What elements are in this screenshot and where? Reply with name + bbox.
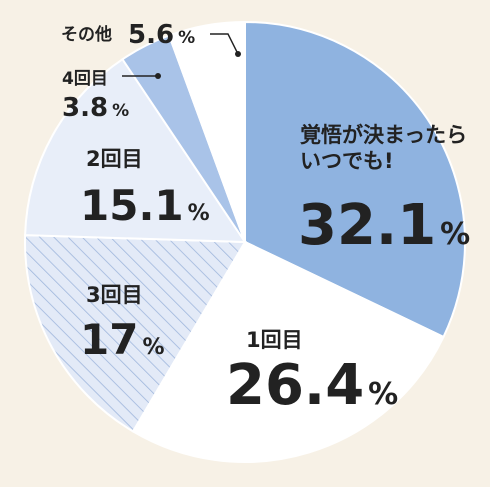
slice-unit: % <box>368 377 398 412</box>
slice-name: その他 <box>61 24 112 45</box>
slice-name: 2回目 <box>86 147 143 171</box>
pie-slice-1 <box>244 20 466 339</box>
slice-value: 3.8% <box>62 93 129 123</box>
slice-unit: % <box>178 28 195 48</box>
pie-slice-4 <box>24 57 247 244</box>
slice-unit: % <box>440 217 470 252</box>
slice-name: 1回目 <box>246 328 303 352</box>
slice-name: 3回目 <box>86 283 143 307</box>
pie-slice-2 <box>131 240 445 463</box>
slice-name: 覚悟が決まったら <box>300 123 467 147</box>
pie-slice-3 <box>24 234 247 433</box>
slice-unit: % <box>188 201 210 226</box>
leader-line-other-dot <box>235 51 241 57</box>
slice-name: いつでも! <box>300 149 394 173</box>
pie-slice-6 <box>167 20 246 243</box>
slice-unit: % <box>142 335 164 360</box>
leader-line-other <box>210 33 239 55</box>
slice-label-6: その他 5.6% <box>61 20 195 50</box>
slice-name: 4回目 <box>62 69 108 89</box>
slice-label-5: 4回目 3.8% <box>62 69 129 123</box>
slice-value: 5.6% <box>128 20 195 50</box>
leader-line-4-dot <box>155 73 161 79</box>
slice-unit: % <box>112 101 129 121</box>
